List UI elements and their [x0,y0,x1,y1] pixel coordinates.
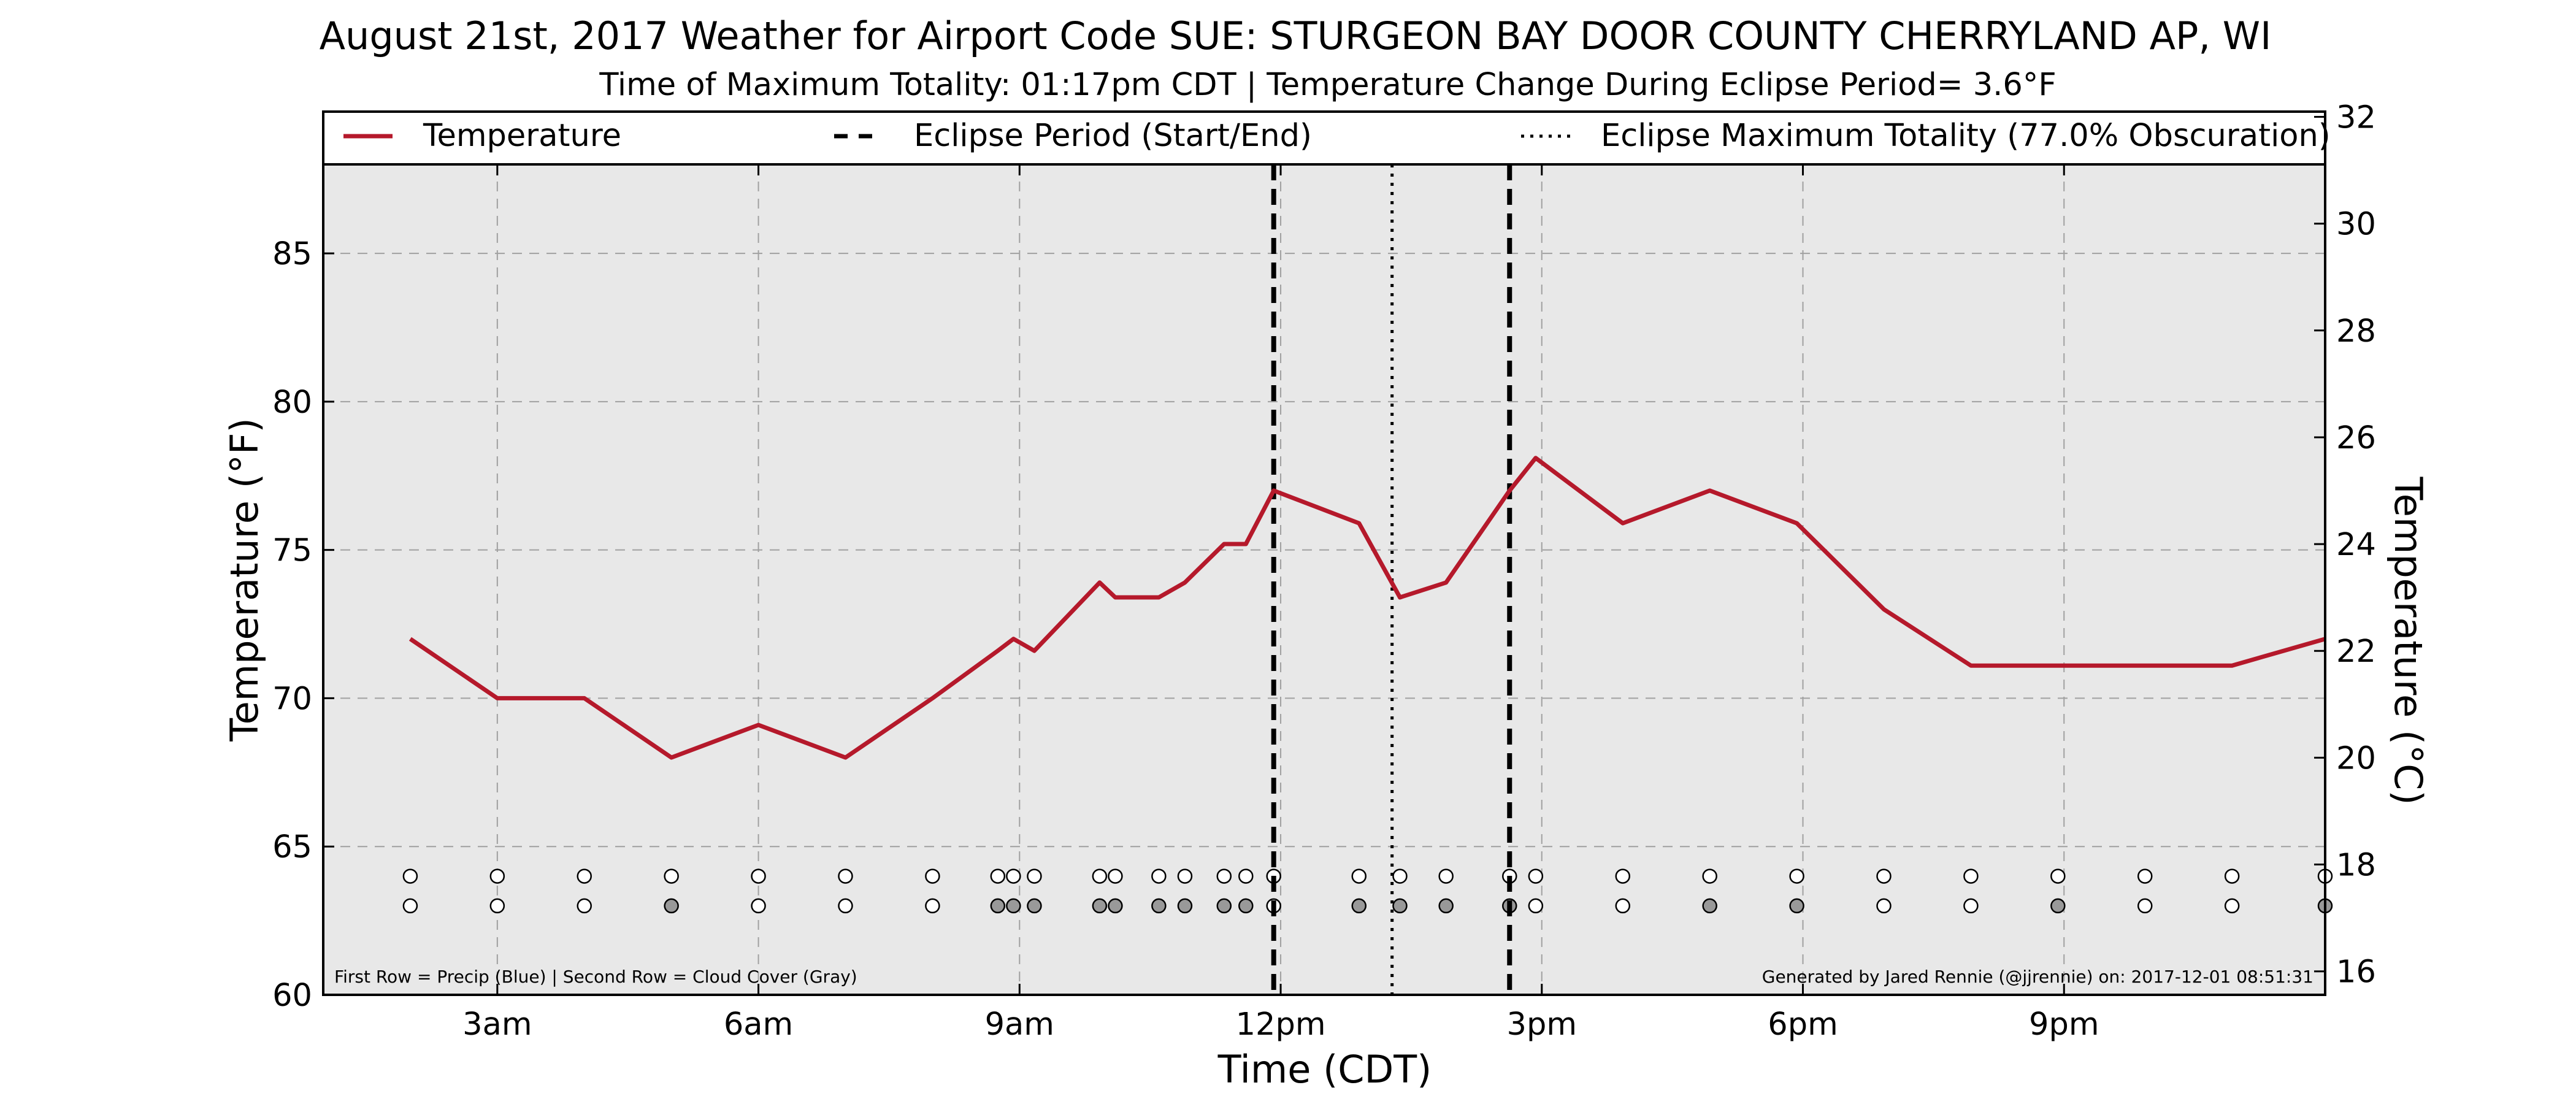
x-tick-label: 9pm [2029,1006,2099,1043]
y2-tick-label: 30 [2336,207,2376,243]
x-tick-label: 6am [724,1006,793,1043]
x-tick-label: 12pm [1236,1006,1326,1043]
cloud-cover-marker [1027,898,1042,914]
y2-tick-label: 16 [2336,954,2376,991]
precip-marker [1438,868,1454,884]
y2-axis-ticks: 16 18 20 22 24 26 28 30 32 [2314,100,2376,991]
cloud-cover-marker [1151,898,1167,914]
precip-marker [2050,868,2066,884]
precip-marker [1092,868,1108,884]
precip-marker [1528,868,1544,884]
cloud-cover-marker [1438,898,1454,914]
cloud-cover-marker [990,898,1006,914]
cloud-cover-marker [2050,898,2066,914]
cloud-cover-marker [1092,898,1108,914]
cloud-cover-marker [1963,898,1979,914]
precip-marker [990,868,1006,884]
precip-marker [1876,868,1892,884]
grid-lines [323,164,2325,995]
cloud-cover-marker [1177,898,1193,914]
precip-marker [751,868,766,884]
precip-marker [664,868,679,884]
bottom-left-note: First Row = Precip (Blue) | Second Row =… [334,967,857,987]
bottom-right-note: Generated by Jared Rennie (@jjrennie) on… [1762,967,2313,987]
y-tick-label: 60 [272,978,312,1014]
precip-marker [1108,868,1123,884]
y-tick-label: 65 [272,829,312,865]
precip-marker [1392,868,1408,884]
cloud-cover-marker [1876,898,1892,914]
y2-tick-label: 28 [2336,313,2376,350]
precip-marker [1027,868,1042,884]
precip-marker [1351,868,1367,884]
cloud-cover-marker [1702,898,1717,914]
legend-label-temperature: Temperature [423,118,621,154]
cloud-cover-marker [664,898,679,914]
precip-marker [577,868,592,884]
cloud-cover-marker [1528,898,1544,914]
cloud-cover-marker [1351,898,1367,914]
precip-marker [925,868,940,884]
precip-marker [1615,868,1631,884]
precip-marker [1702,868,1717,884]
y2-tick-label: 18 [2336,848,2376,884]
precip-marker [2224,868,2240,884]
temperature-line [408,456,2326,760]
precip-marker [1963,868,1979,884]
plot-background [323,164,2325,995]
precip-marker [2137,868,2153,884]
precip-marker [1216,868,1232,884]
y2-axis-label: Temperature (°C) [2386,476,2431,805]
x-axis-label: Time (CDT) [1217,1047,1432,1092]
cloud-cover-marker [1006,898,1021,914]
cloud-cover-marker [838,898,853,914]
cloud-cover-marker [2137,898,2153,914]
y2-tick-label: 24 [2336,527,2376,563]
y-tick-label: 75 [272,533,312,569]
y-tick-label: 80 [272,385,312,421]
cloud-cover-marker [925,898,940,914]
legend-label-eclipse-period: Eclipse Period (Start/End) [914,118,1312,154]
x-tick-label: 3am [462,1006,532,1043]
x-tick-label: 9am [985,1006,1054,1043]
cloud-cover-marker [751,898,766,914]
y2-tick-label: 26 [2336,420,2376,456]
precip-marker [1006,868,1021,884]
cloud-cover-marker [402,898,418,914]
cloud-cover-marker [577,898,592,914]
cloud-cover-marker [1238,898,1254,914]
precip-marker [489,868,505,884]
precip-marker [1177,868,1193,884]
x-axis-ticks: 3am 6am 9am 12pm 3pm 6pm 9pm [462,164,2099,1043]
precip-marker [838,868,853,884]
y-tick-label: 85 [272,236,312,272]
y2-tick-label: 32 [2336,100,2376,136]
cloud-cover-marker [1216,898,1232,914]
precip-marker [1151,868,1167,884]
cloud-cover-marker [1615,898,1631,914]
plot-area: First Row = Precip (Blue) | Second Row =… [322,163,2333,996]
y-axis-label: Temperature (°F) [222,418,267,742]
precip-marker [402,868,418,884]
precip-marker [1238,868,1254,884]
chart-subtitle: Time of Maximum Totality: 01:17pm CDT | … [599,67,2056,103]
legend: Temperature Eclipse Period (Start/End) E… [322,110,2331,166]
legend-frame [322,110,2326,166]
cloud-cover-marker [489,898,505,914]
cloud-cover-marker [1108,898,1123,914]
y2-tick-label: 22 [2336,634,2376,670]
y-tick-label: 70 [272,681,312,717]
chart-title: August 21st, 2017 Weather for Airport Co… [320,13,2272,58]
cloud-cover-marker [2224,898,2240,914]
y2-tick-label: 20 [2336,740,2376,776]
cloud-cover-marker [1392,898,1408,914]
cloud-cover-marker [1789,898,1804,914]
precip-marker [1789,868,1804,884]
x-tick-label: 3pm [1507,1006,1577,1043]
y-axis-ticks: 60 65 70 75 80 85 [272,236,334,1014]
x-tick-label: 6pm [1768,1006,1838,1043]
legend-label-eclipse-max: Eclipse Maximum Totality (77.0% Obscurat… [1601,118,2331,154]
